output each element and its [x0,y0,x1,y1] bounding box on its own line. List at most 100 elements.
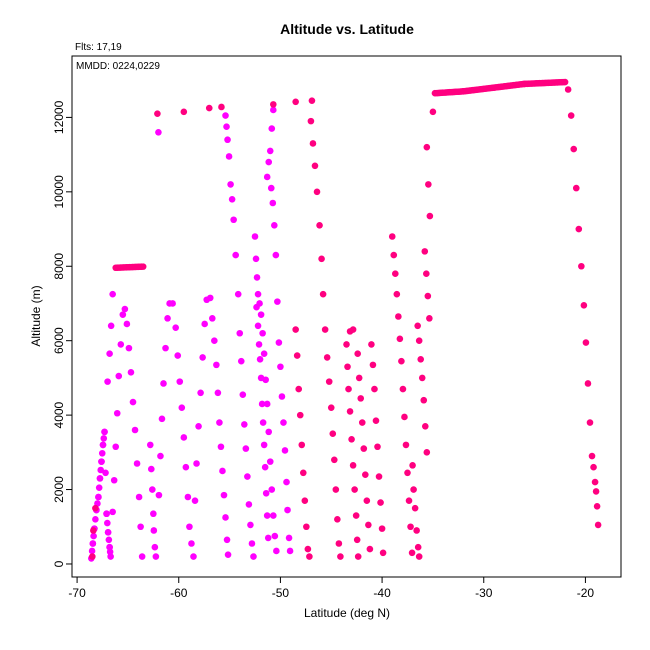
y-tick-label: 12000 [52,100,66,134]
data-point [112,443,120,451]
data-point [344,363,351,371]
y-tick-label: 8000 [52,253,66,280]
data-point [395,313,402,320]
data-point [255,341,263,348]
x-tick-label: -70 [68,586,86,600]
data-point [241,421,248,428]
data-point [349,326,357,333]
data-point [266,458,274,465]
data-point [113,409,121,417]
data-point [252,255,260,263]
data-point [107,553,114,560]
data-point [272,251,280,259]
data-point [293,352,301,359]
x-tick-label: -20 [577,586,595,600]
data-point [223,123,230,131]
data-point [407,523,414,531]
data-point [414,322,421,330]
data-point [588,452,596,460]
data-point [281,447,289,454]
data-point [225,153,233,160]
data-point [586,419,594,426]
data-point [351,486,358,493]
data-point [250,553,257,560]
data-point [234,290,242,298]
data-point [257,311,265,318]
data-point [372,417,380,425]
data-point [224,551,232,558]
data-point [195,422,202,430]
chart-title: Altitude vs. Latitude [280,21,414,37]
data-point [366,545,374,553]
data-point [268,125,276,132]
data-point [218,103,225,111]
data-point [98,458,105,465]
data-point [426,212,434,220]
data-point [355,374,363,382]
y-tick-label: 2000 [52,476,66,503]
data-point [155,491,163,499]
data-point [262,489,270,497]
data-point [103,510,110,518]
data-point [423,270,430,278]
data-point [303,523,310,531]
data-point [121,305,129,313]
data-point [584,380,592,387]
data-point [304,545,312,553]
data-point [104,378,111,385]
data-point [217,443,225,451]
data-point [158,415,166,423]
data-point [374,443,381,451]
data-point [316,222,323,229]
data-point [104,529,112,536]
data-point [319,290,327,298]
data-point [160,380,167,387]
data-point [105,536,113,544]
data-point [352,512,360,519]
data-point [269,199,277,207]
data-point [377,499,384,506]
data-point [280,419,287,426]
data-point [254,290,262,298]
data-point [273,547,280,555]
x-axis-label: Latitude (deg N) [304,606,390,620]
data-point [99,441,107,449]
data-point [354,553,362,560]
data-point [393,290,401,298]
data-point [100,435,108,442]
data-point [284,506,291,514]
data-point [157,452,164,460]
data-point [115,372,123,380]
data-point [321,326,329,333]
data-point [323,354,331,361]
data-point [190,553,197,560]
data-point [256,355,264,363]
data-point [109,290,116,298]
data-point [292,98,299,106]
data-point [214,389,222,397]
data-point [362,471,369,478]
data-point [417,355,425,363]
data-point [379,549,387,557]
data-point [213,361,220,369]
data-point [396,335,404,343]
data-point [313,188,321,196]
data-point [363,497,371,505]
data-point [368,341,375,348]
data-point [227,181,234,188]
data-point [244,473,251,480]
data-point [230,216,237,224]
data-point [92,516,99,523]
data-point [239,391,247,398]
data-point [188,540,195,547]
data-point [270,106,277,114]
data-point [176,378,184,385]
data-point [263,173,271,181]
data-point [270,101,277,108]
flights-annotation: Flts: 17,19 [75,42,122,53]
data-point [271,222,278,229]
data-point [152,553,160,560]
y-axis-label: Altitude (m) [29,285,43,346]
data-point [109,508,116,516]
data-point [95,484,103,491]
